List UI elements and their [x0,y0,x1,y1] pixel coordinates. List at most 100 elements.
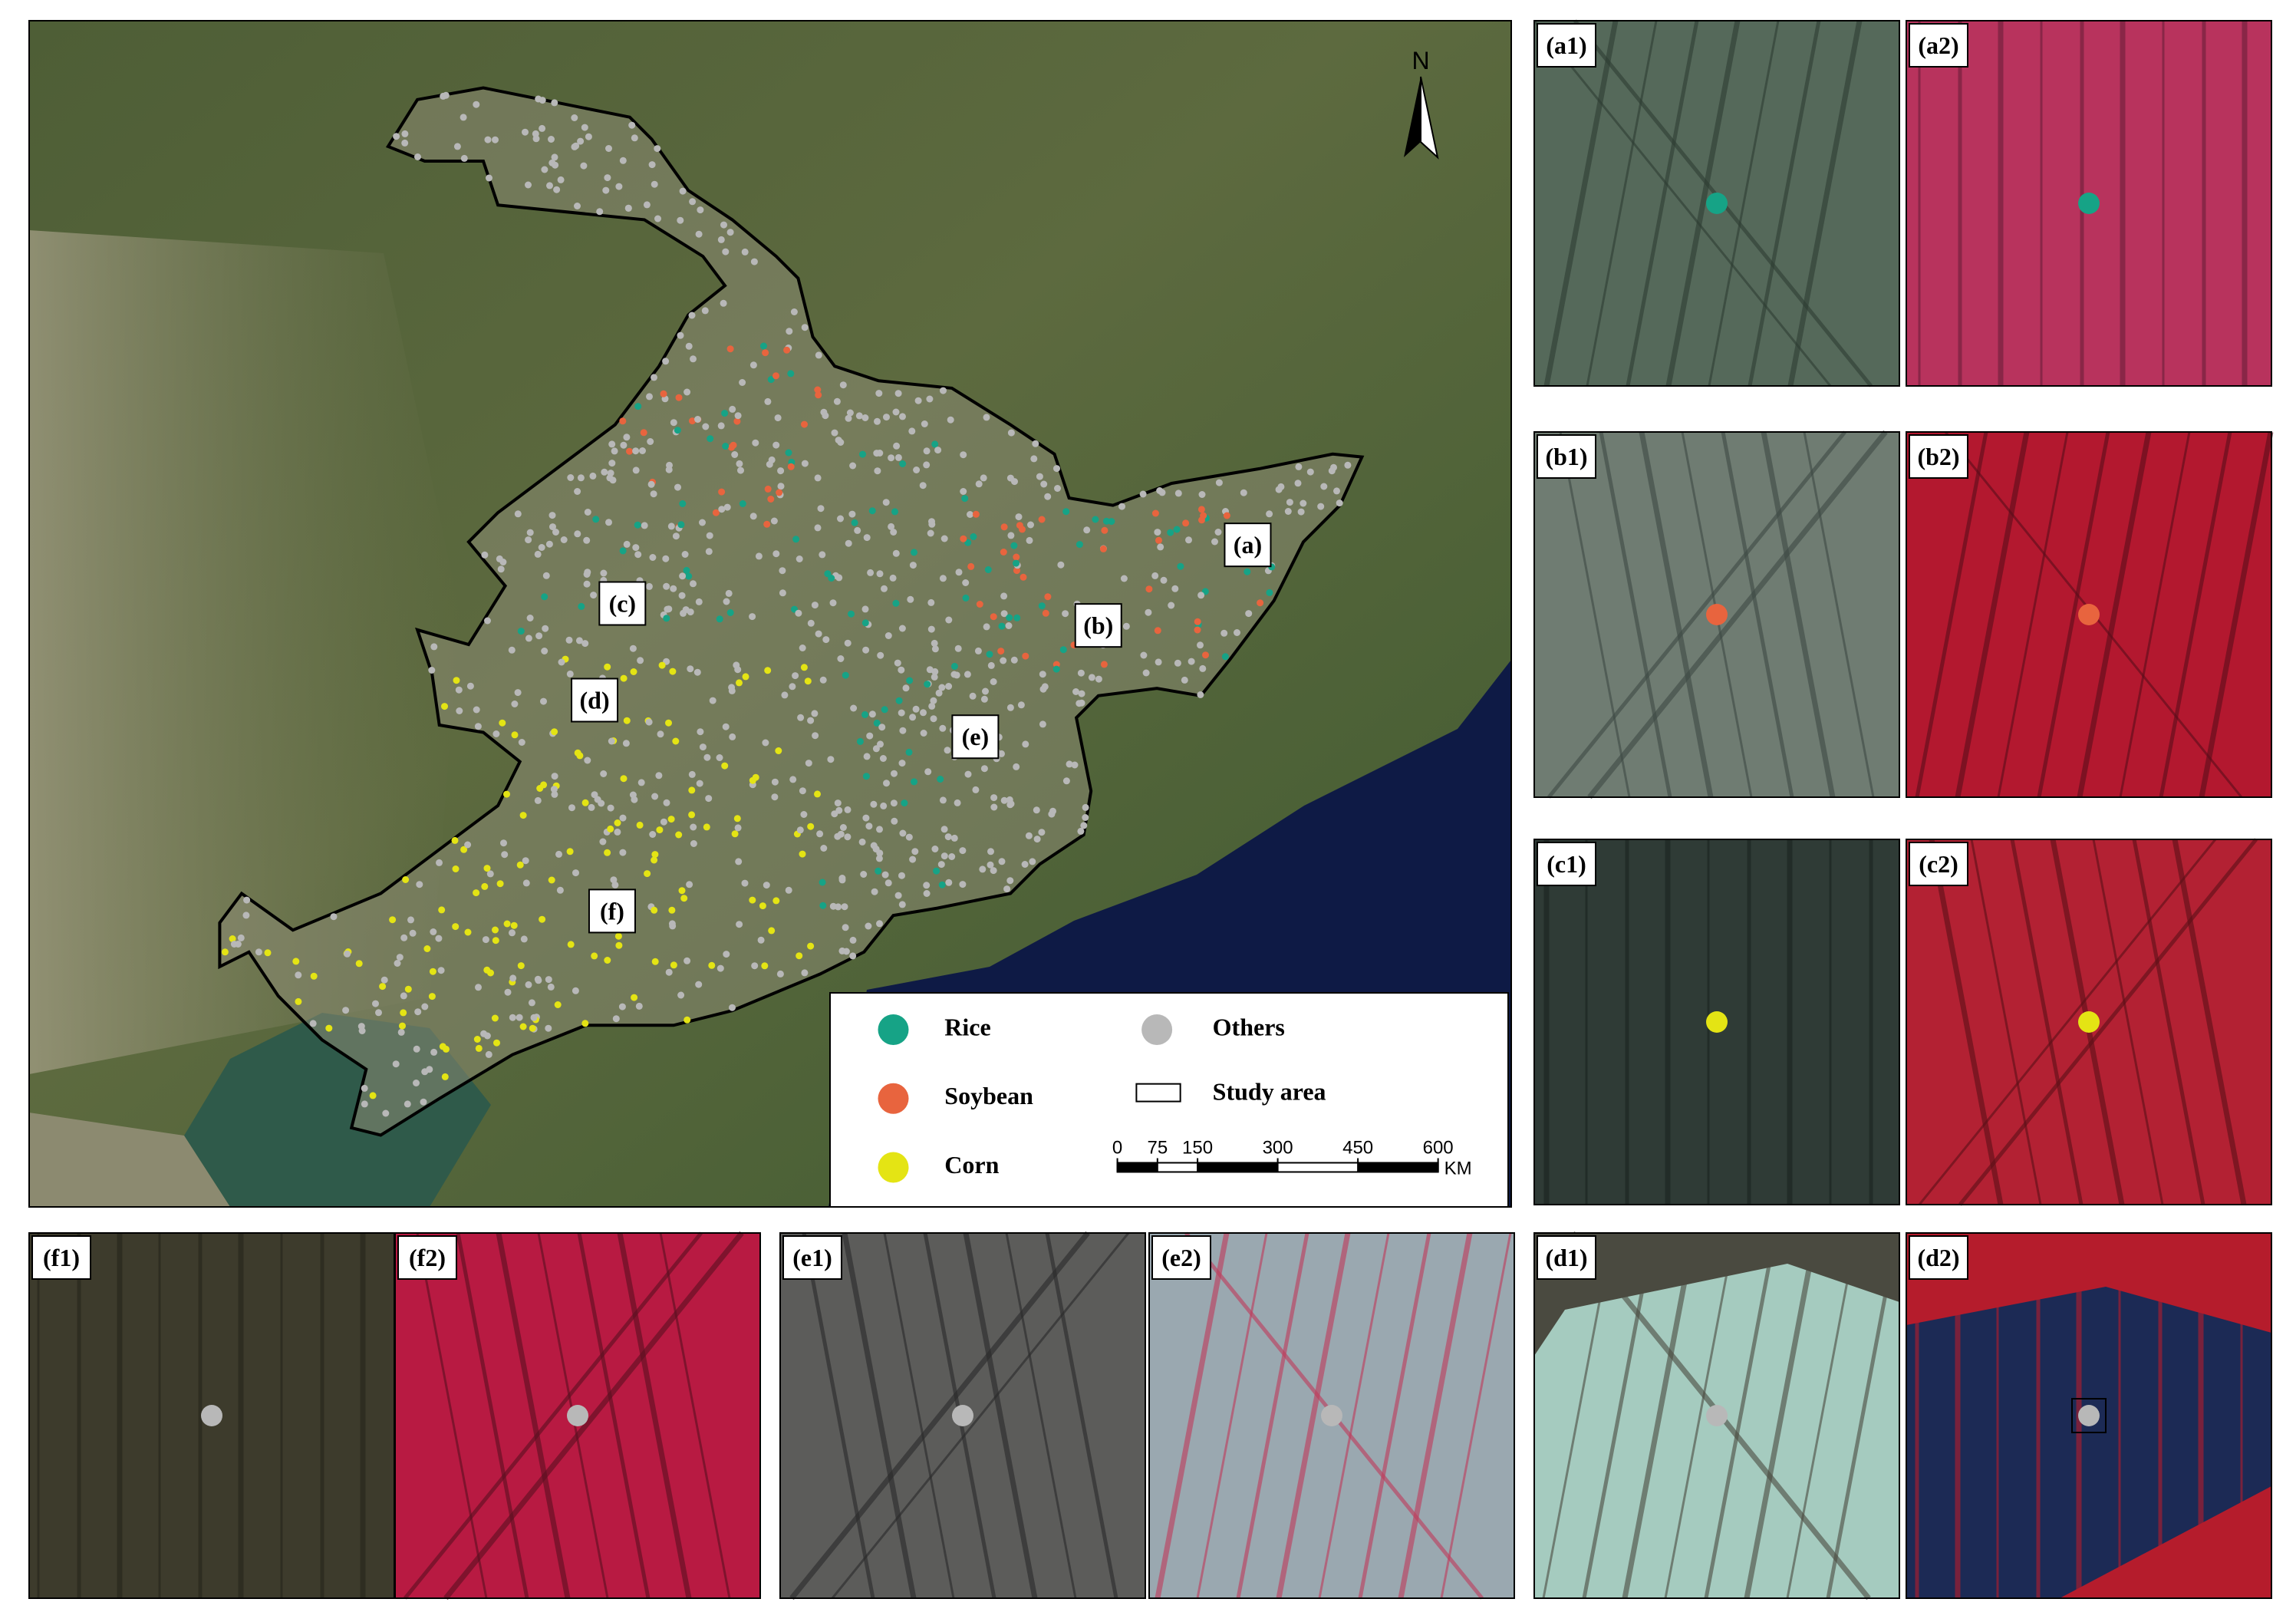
sample-point [696,780,703,787]
sample-point [396,954,404,961]
sample-point [491,1014,499,1022]
sample-point [1181,676,1188,684]
sample-point [1167,529,1174,536]
sample-point [518,739,525,746]
sample-point [703,753,711,761]
sample-point [678,887,686,895]
sample-point [460,154,468,162]
north-arrow: N [1404,47,1439,160]
sample-point [1005,622,1013,629]
sample-point [703,823,710,831]
sample-point [660,390,667,397]
sample-point [413,1080,420,1086]
sample-point [1300,499,1307,507]
sample-point [670,961,677,969]
sample-point [750,258,758,265]
thumbnail-frame [394,1232,761,1599]
sample-point [736,679,743,687]
sample-point [723,503,731,511]
sample-point [1053,465,1060,473]
sample-point [736,921,743,928]
sample-point [400,1009,407,1017]
sample-point [2078,1011,2100,1033]
sample-point [516,861,524,869]
sample-point [772,897,780,905]
sample-point [909,714,917,721]
sample-point [720,299,727,307]
sample-point [893,442,901,450]
sample-point [899,829,907,837]
texture [2077,431,2152,798]
sample-point [695,981,703,988]
sample-point [846,409,854,417]
sample-point [636,821,644,829]
sample-point [682,606,690,614]
sample-point [342,1007,350,1014]
thumbnail: (e1) [779,1231,1146,1601]
sample-point [400,992,407,1000]
legend-swatch [878,1014,909,1046]
sample-point [768,927,776,935]
sample-point [982,687,989,695]
sample-point [776,970,784,977]
sample-point [1234,629,1240,636]
sample-point [685,572,693,580]
sample-point [899,727,907,734]
sample-point [686,881,693,888]
sample-point [589,472,597,480]
sample-point [814,474,822,482]
sample-point [604,849,611,856]
sample-point [519,1023,527,1030]
sample-point [829,599,837,607]
sample-point [580,162,588,170]
sample-point [838,875,846,882]
sample-point [1039,671,1046,678]
sample-point [1022,652,1029,660]
sample-point [614,819,621,826]
sample-point [931,673,938,681]
sample-point [766,460,773,468]
sample-point [905,748,913,756]
sample-point [2078,604,2100,625]
sample-point [799,850,806,858]
sample-point [552,529,559,536]
sample-point [629,645,637,652]
sample-point [539,915,546,923]
sample-point [980,765,988,773]
sample-point [612,1015,620,1023]
sample-point [655,772,663,780]
sample-point [679,500,687,507]
sample-point [739,500,746,507]
texture [2132,839,2205,1205]
sample-point [979,865,987,873]
sample-point [955,569,963,576]
sample-point [911,778,917,786]
sample-point [736,460,743,467]
sample-point [954,799,961,806]
sample-point [845,539,852,547]
sample-point [596,208,604,216]
sample-point [656,826,664,834]
sample-point [548,876,555,884]
sample-point [484,617,491,625]
sample-point [435,935,443,942]
panel-label-box [1909,842,1968,886]
sample-point [545,540,553,548]
sample-point [681,551,689,558]
sample-point [807,619,815,627]
sample-point [890,799,898,807]
sample-point [819,879,826,886]
sample-point [927,598,935,606]
sample-point [811,710,819,717]
sample-point [908,427,916,435]
sample-point [646,393,653,401]
sample-point [1101,526,1108,534]
sample-point [620,674,628,682]
sample-point [529,1024,536,1032]
sample-point [654,145,661,153]
sample-point [525,181,532,189]
sample-point [880,802,888,809]
sample-point [1033,836,1041,843]
sample-point [874,467,881,475]
sample-point [772,550,780,558]
